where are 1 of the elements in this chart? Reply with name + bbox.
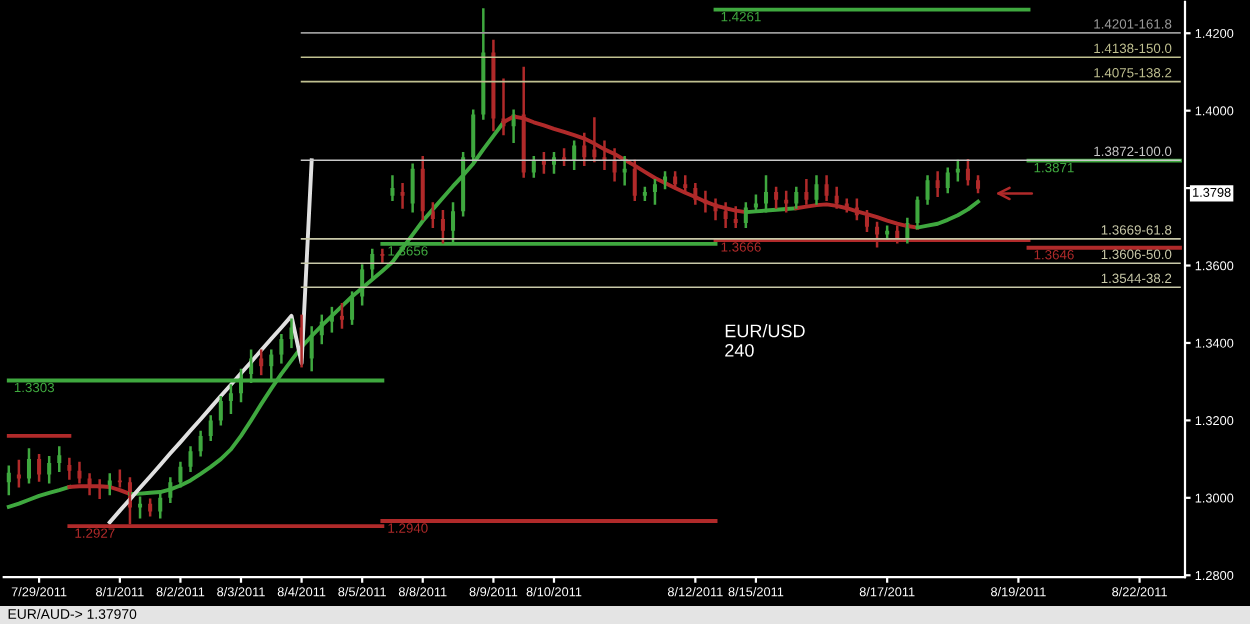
annotation: EUR/USD 240: [725, 324, 805, 357]
